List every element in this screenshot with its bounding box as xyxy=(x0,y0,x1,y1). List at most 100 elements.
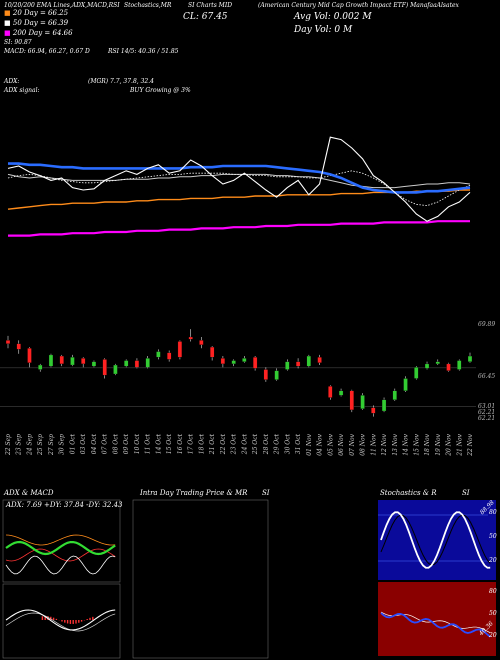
si-readout: SI: 90.87 xyxy=(4,39,32,46)
date-tick-label: 15 Nov xyxy=(413,433,420,455)
stoch-level-20: 20 xyxy=(489,557,497,564)
candle-body xyxy=(188,336,193,340)
date-tick-label: 07 Nov xyxy=(349,433,356,455)
macd-signal-trace xyxy=(5,612,116,632)
stochastics-title: Stochastics & R xyxy=(380,489,437,497)
date-tick-label: 22 Nov xyxy=(467,433,474,456)
candle-body xyxy=(252,357,258,369)
ema-legend-5: ■ 20 Day = 66.25 xyxy=(4,9,69,17)
header-title-mid2: SI Charts MID xyxy=(188,2,233,9)
ema50-line xyxy=(8,162,471,194)
date-tick-label: 21 Nov xyxy=(456,433,463,456)
macd-panel-frame xyxy=(2,583,121,659)
date-tick-label: 20 Nov xyxy=(446,433,453,456)
candle-body xyxy=(134,360,140,368)
date-tick-label: 05 Nov xyxy=(327,433,334,455)
candle-body xyxy=(424,363,430,369)
ema-legend-20: ■ 50 Day = 66.39 xyxy=(4,19,69,27)
candle-body xyxy=(145,358,150,368)
date-tick-label: 01 Oct xyxy=(69,433,76,454)
date-tick-label: 15 Oct xyxy=(166,433,173,454)
price-level-low1: 63.01 xyxy=(478,403,496,410)
stoch-k-trace xyxy=(380,511,491,569)
header-title-left: 10/20/200 EMA Lines,ADX,MACD,RSI xyxy=(4,2,120,9)
adx-orange-trace xyxy=(5,534,116,546)
candle-body xyxy=(242,358,247,362)
date-tick-label: 23 Oct xyxy=(231,433,238,455)
rsi-level-50: 50 xyxy=(489,610,497,617)
candle-body xyxy=(48,354,54,367)
date-tick-label: 28 Oct xyxy=(263,433,270,455)
date-tick-label: 07 Oct xyxy=(102,433,109,454)
date-tick-label: 14 Nov xyxy=(403,433,410,455)
date-tick-label: 08 Nov xyxy=(360,433,367,455)
candle-body xyxy=(295,361,301,367)
adx-macd-title: ADX & MACD xyxy=(4,489,54,497)
candlestick-chart xyxy=(0,329,476,417)
price-level-low2: 62.21 xyxy=(478,409,496,416)
candle-body xyxy=(156,351,161,358)
header-title-mid1: Stochastics,MR xyxy=(124,2,172,9)
candle-body xyxy=(70,357,75,366)
date-tick-label: 22 Oct xyxy=(220,433,227,455)
date-tick-label: 10 Oct xyxy=(134,433,141,454)
price-level-mid: 66.45 xyxy=(478,373,496,380)
price-level-low3: 62.21 xyxy=(478,415,496,422)
candle-body xyxy=(274,370,279,380)
stoch-level-50: 50 xyxy=(489,533,497,540)
date-tick-label: 18 Nov xyxy=(424,433,431,455)
candle-body xyxy=(81,358,86,365)
date-tick-label: 16 Oct xyxy=(177,433,184,454)
adx-panel-frame xyxy=(2,499,121,583)
day-vol-readout: Day Vol: 0 M xyxy=(294,25,353,35)
rsi-level-80: 80 xyxy=(489,588,497,595)
candle-body xyxy=(435,361,440,365)
date-tick-label: 13 Nov xyxy=(392,433,399,455)
intra-day-si-label: SI xyxy=(262,489,270,497)
adx-label: ADX: xyxy=(4,78,20,85)
candle-body xyxy=(167,352,172,360)
adx-white-trace xyxy=(5,555,116,575)
close-readout: CL: 67.45 xyxy=(183,12,228,22)
date-tick-label: 04 Nov xyxy=(317,433,324,455)
date-tick-label: 25 Oct xyxy=(252,433,259,455)
candle-body xyxy=(263,369,269,380)
stoch-d-trace xyxy=(380,514,491,566)
candle-body xyxy=(360,395,365,409)
date-tick-label: 11 Nov xyxy=(370,433,377,455)
date-tick-label: 08 Oct xyxy=(112,433,119,454)
intra-day-title: Intra Day Trading Price & MR xyxy=(140,489,248,497)
rsi-readout: RSI 14/5: 40.36 / 51.85 xyxy=(108,48,179,55)
candle-body xyxy=(91,361,97,367)
stochastics-si-label: SI xyxy=(462,489,470,497)
candle-body xyxy=(328,386,333,398)
date-tick-label: 29 Oct xyxy=(274,433,281,455)
price-line xyxy=(7,136,471,222)
candle-body xyxy=(59,355,64,365)
date-tick-label: 04 Oct xyxy=(91,433,98,454)
candle-body xyxy=(467,355,473,362)
candle-body xyxy=(27,348,32,363)
avg-vol-readout: Avg Vol: 0.002 M xyxy=(294,12,372,22)
macd-trace xyxy=(5,609,116,631)
date-axis: 22 Sep 23 Sep 24 Sep 25 Sep 27 Sep 30 Sep 01 O… xyxy=(5,433,474,456)
candle-body xyxy=(446,363,451,371)
date-tick-label: 03 Oct xyxy=(80,433,87,454)
candle-body xyxy=(381,399,387,412)
candle-body xyxy=(16,343,21,350)
date-tick-label: 01 Nov xyxy=(306,433,313,455)
date-tick-label: 14 Oct xyxy=(155,433,162,454)
adx-red-trace xyxy=(5,548,116,562)
candle-body xyxy=(285,361,290,370)
date-tick-label: 27 Sep xyxy=(48,434,55,456)
date-tick-label: 19 Nov xyxy=(435,433,442,455)
adx-green-trace xyxy=(5,540,116,556)
candle-body xyxy=(102,359,107,376)
candle-body xyxy=(349,390,354,411)
rsi-panel xyxy=(378,582,496,656)
date-tick-label: 30 Oct xyxy=(284,433,291,454)
candle-body xyxy=(392,390,397,400)
adx-signal-value: BUY Growing @ 3% xyxy=(130,87,191,94)
adx-signal-label: ADX signal: xyxy=(4,87,40,94)
signal-dotted-line xyxy=(7,170,471,207)
